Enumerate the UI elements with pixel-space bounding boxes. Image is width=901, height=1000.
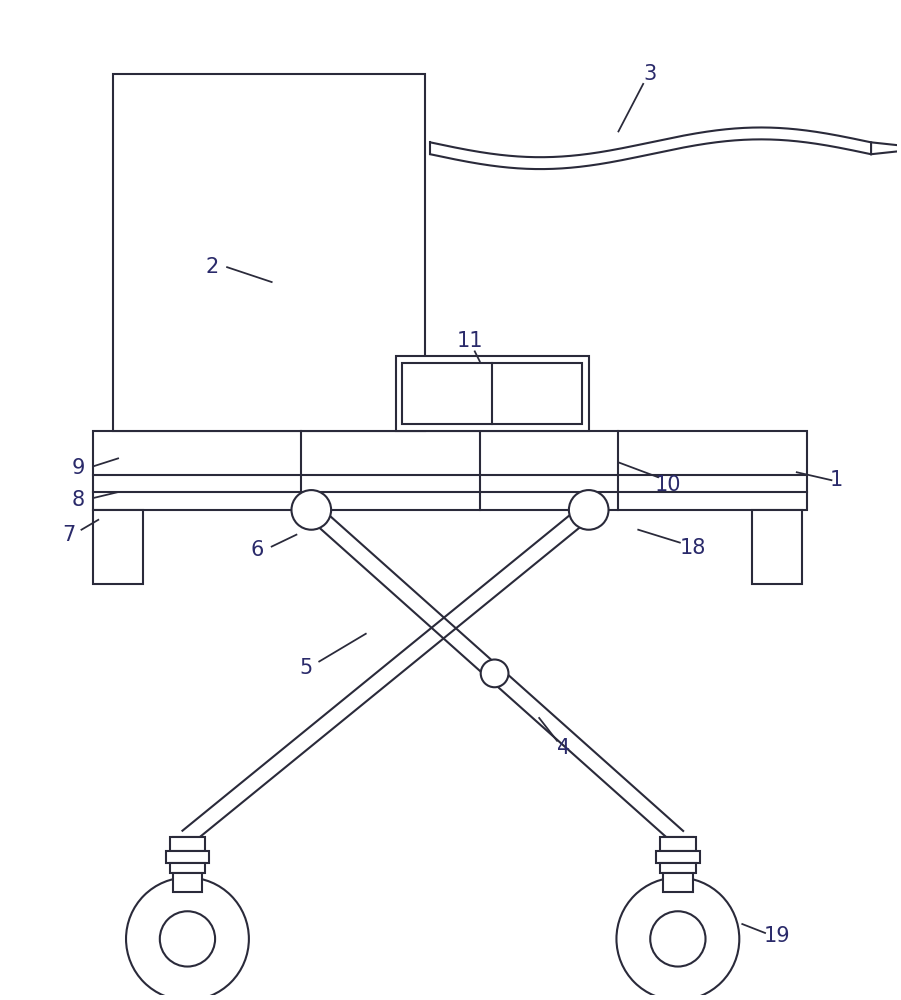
- Bar: [94, 431, 806, 510]
- Bar: [660, 837, 696, 851]
- Circle shape: [159, 911, 215, 967]
- Bar: [660, 863, 696, 873]
- Bar: [403, 363, 582, 424]
- Circle shape: [126, 877, 249, 1000]
- Circle shape: [651, 911, 705, 967]
- Bar: [169, 863, 205, 873]
- Text: 7: 7: [62, 525, 75, 545]
- Text: 9: 9: [72, 458, 86, 478]
- Bar: [752, 510, 802, 584]
- Text: 11: 11: [457, 331, 483, 351]
- Text: 5: 5: [300, 658, 313, 678]
- Bar: [173, 873, 203, 892]
- Bar: [663, 873, 693, 892]
- Bar: [114, 74, 425, 431]
- Bar: [166, 851, 209, 863]
- Circle shape: [292, 490, 331, 530]
- Circle shape: [616, 877, 740, 1000]
- Text: 1: 1: [830, 470, 843, 490]
- Circle shape: [481, 660, 508, 687]
- Polygon shape: [871, 142, 899, 154]
- Text: 8: 8: [72, 490, 85, 510]
- Text: 19: 19: [764, 926, 790, 946]
- Circle shape: [569, 490, 608, 530]
- Bar: [656, 851, 700, 863]
- Text: 3: 3: [643, 64, 657, 84]
- Text: 18: 18: [679, 538, 705, 558]
- Bar: [169, 837, 205, 851]
- Text: 6: 6: [250, 540, 263, 560]
- Text: 2: 2: [205, 257, 219, 277]
- Text: 10: 10: [655, 475, 681, 495]
- Text: 4: 4: [558, 738, 570, 758]
- Bar: [396, 356, 588, 431]
- Bar: [94, 510, 143, 584]
